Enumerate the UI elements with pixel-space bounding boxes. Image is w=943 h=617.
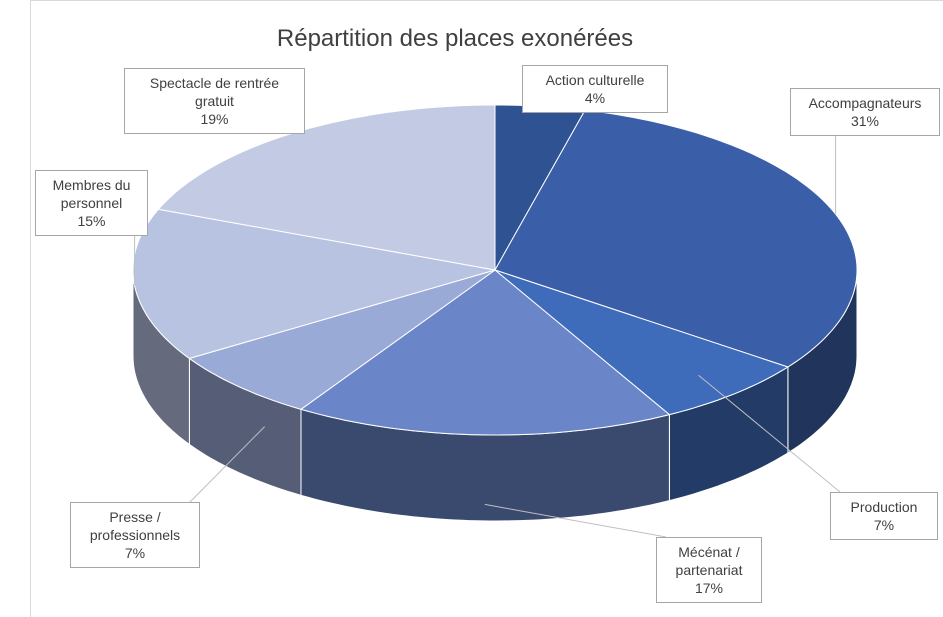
leader-line — [189, 426, 265, 503]
leader-line — [698, 374, 841, 493]
value-label: 15% — [77, 213, 106, 229]
pie-slice — [299, 269, 671, 436]
value-label: 19% — [200, 111, 229, 127]
category-label: Action culturelle — [545, 72, 645, 88]
data-label: Spectacle de rentrée gratuit 19% — [124, 68, 305, 134]
data-label: Presse / professionnels 7% — [70, 502, 200, 568]
chart-frame — [30, 0, 943, 617]
value-label: 4% — [584, 90, 606, 106]
value-label: 17% — [694, 580, 724, 596]
data-label: Production 7% — [830, 492, 938, 540]
pie-slice — [494, 269, 790, 416]
leader-line — [484, 503, 667, 538]
category-label: Membres du personnel — [52, 177, 131, 211]
data-label: Accompagnateurs 31% — [790, 88, 940, 136]
chart-title: Répartition des places exonérées — [277, 25, 633, 52]
category-label: Accompagnateurs — [808, 95, 922, 111]
category-label: Mécénat / partenariat — [675, 544, 743, 578]
value-label: 31% — [850, 113, 880, 129]
data-label: Mécénat / partenariat 17% — [656, 537, 762, 603]
category-label: Spectacle de rentrée gratuit — [149, 75, 280, 109]
category-label: Presse / professionnels — [89, 509, 181, 543]
data-label: Membres du personnel 15% — [35, 170, 148, 236]
value-label: 7% — [873, 517, 895, 533]
category-label: Production — [850, 499, 918, 515]
pie-slice — [188, 269, 496, 410]
value-label: 7% — [124, 545, 146, 561]
data-label: Action culturelle 4% — [522, 65, 668, 113]
